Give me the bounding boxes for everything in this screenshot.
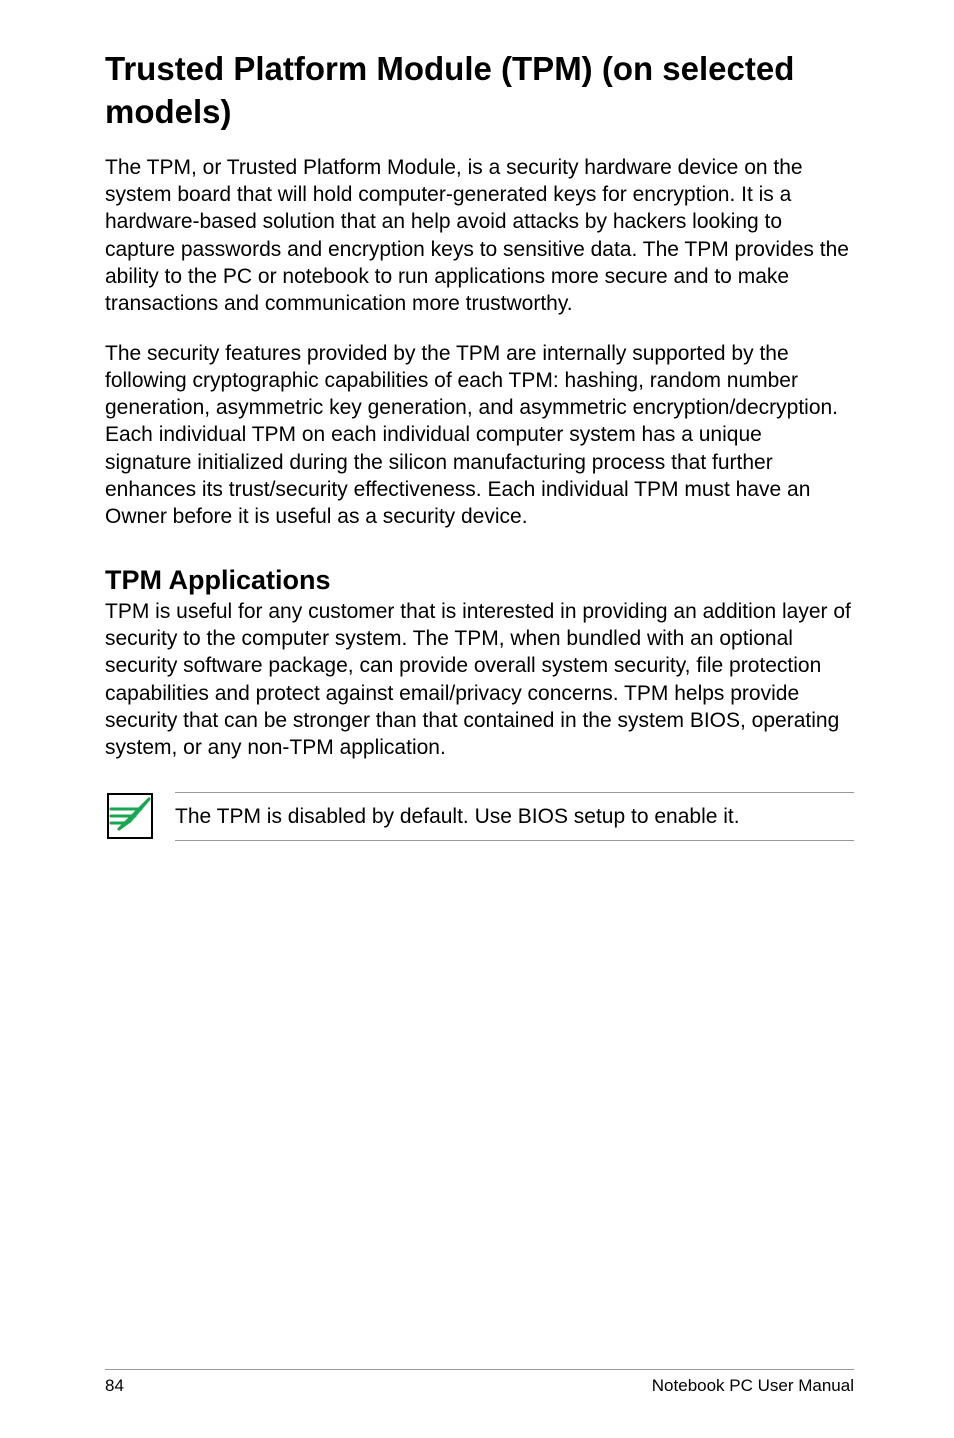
note-icon [105,791,155,841]
page-title: Trusted Platform Module (TPM) (on select… [105,48,854,134]
paragraph-2: The security features provided by the TP… [105,340,854,531]
paragraph-1: The TPM, or Trusted Platform Module, is … [105,154,854,318]
footer-right-text: Notebook PC User Manual [652,1376,854,1396]
page-footer: 84 Notebook PC User Manual [105,1369,854,1396]
page-number: 84 [105,1376,124,1396]
paragraph-3: TPM is useful for any customer that is i… [105,598,854,762]
note-block: The TPM is disabled by default. Use BIOS… [105,791,854,841]
section-heading: TPM Applications [105,565,854,596]
note-text-wrapper: The TPM is disabled by default. Use BIOS… [175,792,854,841]
note-text: The TPM is disabled by default. Use BIOS… [175,803,854,830]
